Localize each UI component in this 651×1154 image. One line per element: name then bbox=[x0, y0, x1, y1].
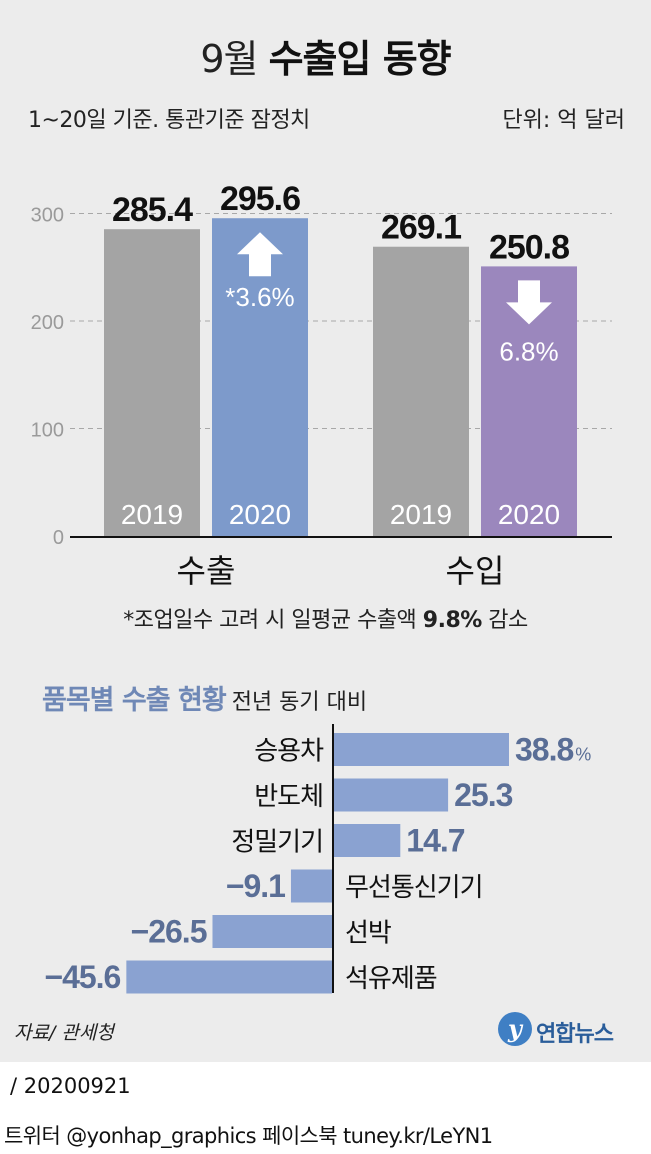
category-label: 수출 bbox=[177, 552, 236, 590]
bar-value-label: 285.4 bbox=[112, 191, 193, 229]
section-title-main: 품목별 수출 현황 bbox=[42, 685, 227, 716]
footnote-value: 9.8% bbox=[422, 608, 483, 633]
hbar bbox=[334, 824, 401, 857]
item-label: 승용차 bbox=[254, 737, 324, 767]
item-value-label: −45.6 bbox=[44, 959, 120, 995]
hbar bbox=[290, 869, 332, 903]
category-label: 수입 bbox=[446, 552, 505, 590]
infographic-card: 9월 수출입 동향 1~20일 기준. 통관기준 잠정치 단위: 억 달러 0 1… bbox=[0, 0, 651, 1062]
y-tick-label: 300 bbox=[31, 205, 64, 227]
series-year-label: 2020 bbox=[498, 499, 560, 530]
title-month: 9월 bbox=[200, 37, 258, 81]
footnote: *조업일수 고려 시 일평균 수출액 9.8% 감소 bbox=[0, 602, 651, 634]
y-tick-label: 200 bbox=[31, 312, 64, 334]
item-value-label: 14.7 bbox=[406, 823, 464, 859]
y-tick-label: 100 bbox=[31, 420, 64, 442]
yonhap-logo: y 연합뉴스 bbox=[498, 1010, 638, 1050]
footnote-suffix: 감소 bbox=[481, 608, 528, 633]
series-year-label: 2019 bbox=[121, 499, 183, 530]
hbar bbox=[334, 778, 449, 812]
unit-percent-label: % bbox=[575, 745, 591, 765]
item-value-label: 38.8% bbox=[515, 732, 591, 768]
y-tick-label: 0 bbox=[53, 527, 64, 549]
item-value-label: −26.5 bbox=[131, 914, 207, 950]
title-main: 수출입 동향 bbox=[268, 37, 452, 81]
item-label: 무선통신기기 bbox=[345, 873, 483, 903]
logo-mark-icon: y bbox=[498, 1012, 532, 1046]
series-year-label: 2020 bbox=[229, 499, 291, 530]
unit-label: 단위: 억 달러 bbox=[502, 108, 625, 133]
logo-text: 연합뉴스 bbox=[536, 1022, 614, 1047]
date-label: / 20200921 bbox=[10, 1074, 131, 1098]
bar-value-label: 250.8 bbox=[489, 228, 569, 266]
section-title: 품목별 수출 현황 전년 동기 대비 bbox=[42, 678, 367, 717]
hbar bbox=[126, 960, 333, 994]
item-label: 반도체 bbox=[254, 782, 323, 812]
item-value-label: 25.3 bbox=[454, 777, 512, 813]
item-label: 선박 bbox=[345, 919, 391, 949]
change-label: 6.8% bbox=[499, 336, 558, 366]
bar bbox=[104, 229, 200, 536]
section-subtitle: 전년 동기 대비 bbox=[231, 690, 368, 715]
hbar bbox=[212, 915, 332, 948]
trade-bar-chart: 0 100 200 300 285.4 2019 295.6 2020 수출 *3.6% 269.1… bbox=[31, 180, 612, 590]
up-arrow-icon bbox=[237, 232, 283, 277]
change-label: *3.6% bbox=[225, 282, 294, 312]
item-label: 석유제품 bbox=[345, 964, 437, 994]
footnote-prefix: *조업일수 고려 시 일평균 수출액 bbox=[123, 608, 423, 633]
item-label: 정밀기기 bbox=[231, 828, 323, 858]
bar bbox=[373, 246, 469, 536]
credit-line: 트위터 @yonhap_graphics 페이스북 tuney.kr/LeYN1 bbox=[4, 1124, 493, 1148]
hbar bbox=[334, 733, 509, 766]
source-label: 자료/ 관세청 bbox=[14, 1022, 114, 1044]
bar-value-label: 295.6 bbox=[220, 180, 300, 218]
down-arrow-icon bbox=[506, 280, 552, 325]
bar-value-label: 269.1 bbox=[381, 209, 461, 247]
item-export-chart: 승용차 38.8 % 반도체 25.3 정밀기기 14.7 무선통신기기 −9.1 선박 −26.5… bbox=[44, 724, 592, 995]
page-title: 9월 수출입 동향 bbox=[0, 28, 651, 83]
item-value-label: −9.1 bbox=[226, 868, 285, 904]
subtitle: 1~20일 기준. 통관기준 잠정치 bbox=[28, 108, 310, 133]
series-year-label: 2019 bbox=[390, 499, 452, 530]
